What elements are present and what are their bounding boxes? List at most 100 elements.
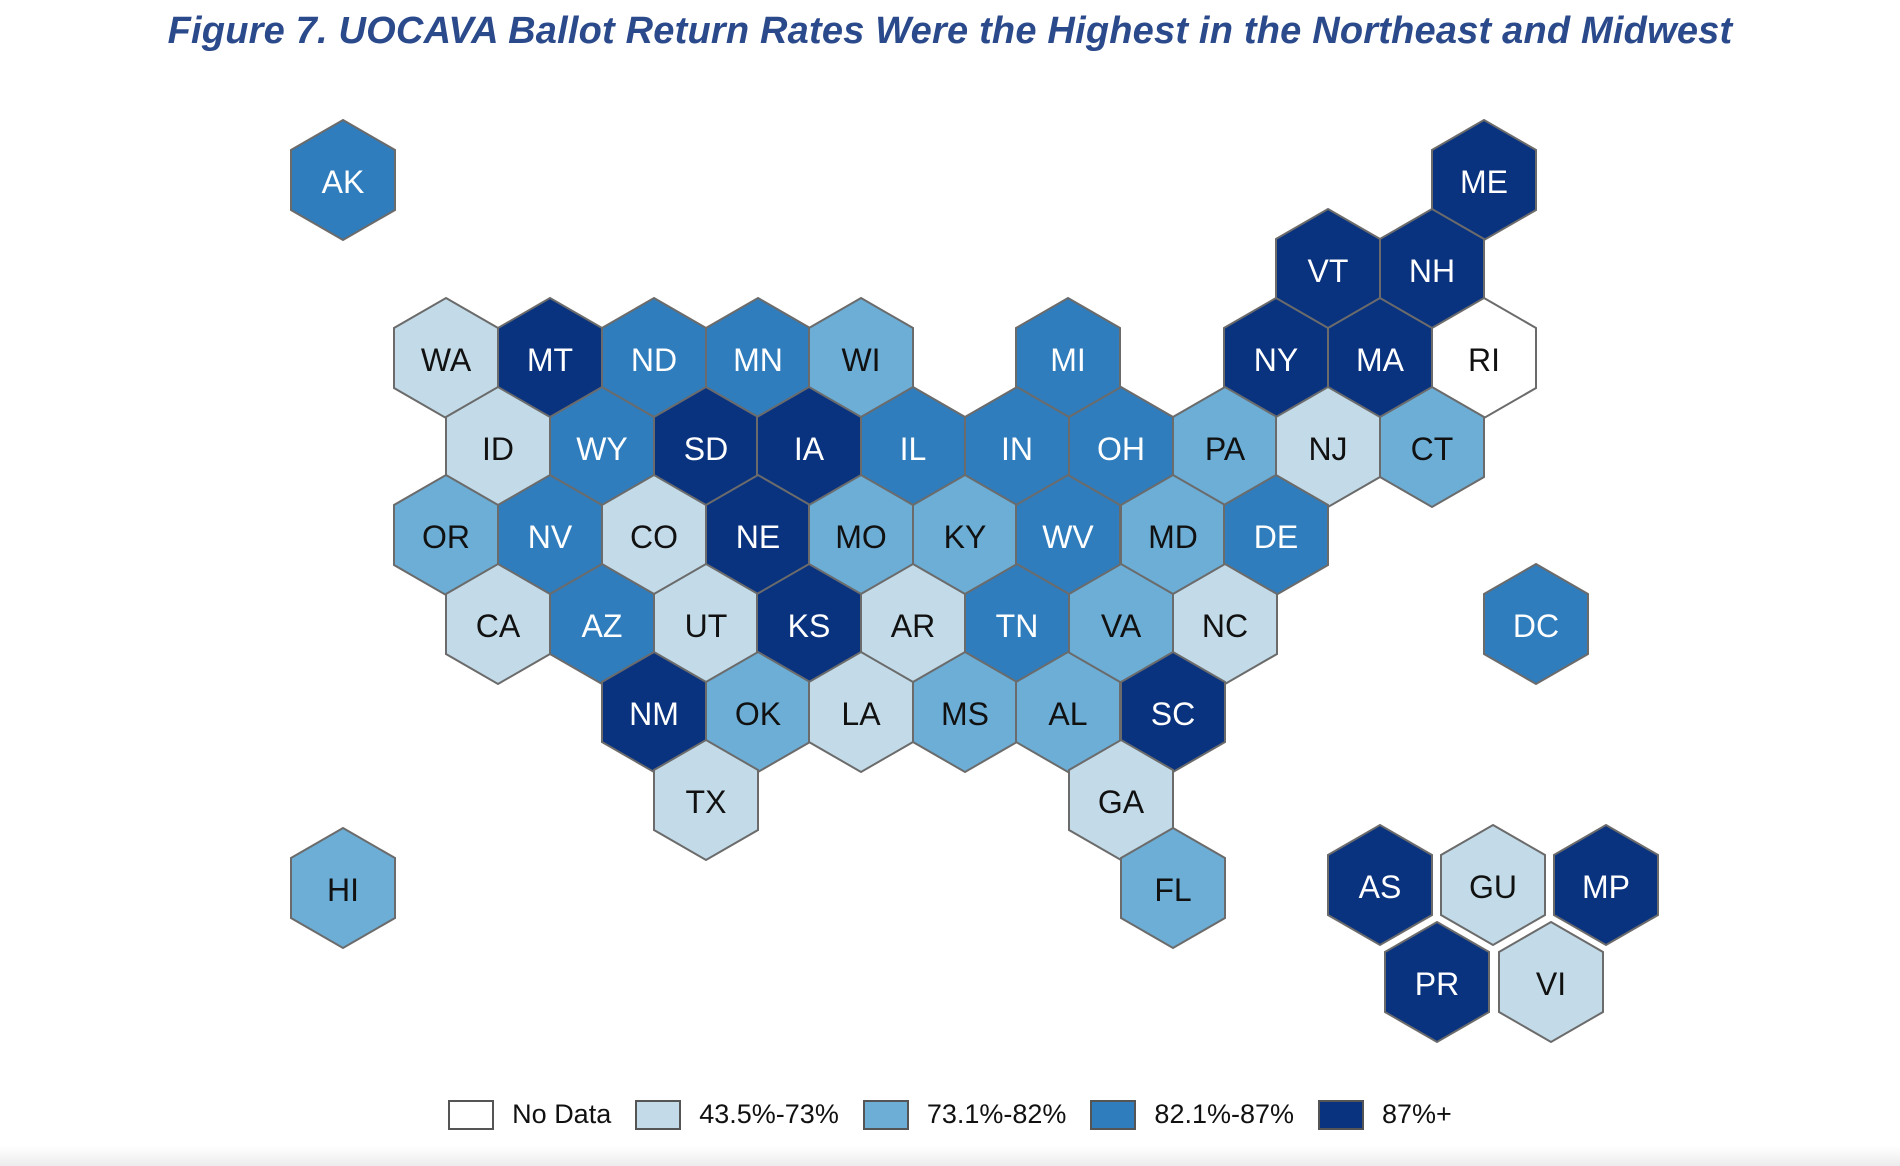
hex-ct: CT — [1379, 385, 1485, 509]
hex-sd: SD — [653, 385, 759, 509]
legend-item-c3: 82.1%-87% — [1090, 1099, 1294, 1130]
hex-label: NE — [736, 519, 780, 555]
hex-label: DC — [1513, 608, 1559, 644]
hex-label: ID — [482, 431, 514, 467]
hex-label: TN — [996, 608, 1039, 644]
hex-pr: PR — [1384, 920, 1490, 1044]
hex-mp: MP — [1553, 823, 1659, 947]
hex-nh: NH — [1379, 207, 1485, 331]
hex-label: TX — [686, 784, 727, 820]
hex-mi: MI — [1015, 296, 1121, 420]
hex-cell — [1498, 920, 1604, 1044]
hex-label: NV — [528, 519, 573, 555]
hex-mo: MO — [808, 473, 914, 597]
hex-ak: AK — [290, 118, 396, 242]
hex-id: ID — [445, 385, 551, 509]
legend-label: 73.1%-82% — [926, 1099, 1067, 1129]
hex-wy: WY — [549, 385, 655, 509]
hex-wv: WV — [1015, 473, 1121, 597]
hex-cell — [1553, 823, 1659, 947]
hex-label: CA — [476, 608, 521, 644]
hex-label: MS — [941, 696, 989, 732]
hex-ny: NY — [1223, 296, 1329, 420]
hex-mn: MN — [705, 296, 811, 420]
hex-label: DE — [1254, 519, 1298, 555]
hex-cell — [653, 738, 759, 862]
hex-dc: DC — [1483, 562, 1589, 686]
hex-cell — [1120, 826, 1226, 950]
hex-label: IA — [794, 431, 825, 467]
legend-swatch — [1318, 1099, 1365, 1130]
hex-label: AR — [891, 608, 935, 644]
legend-label: 43.5%-73% — [699, 1099, 839, 1129]
hex-label: NH — [1409, 253, 1455, 289]
hex-label: NC — [1202, 608, 1248, 644]
legend-label: 87%+ — [1382, 1099, 1452, 1129]
hex-label: PR — [1415, 966, 1459, 1002]
legend: No Data 43.5%-73% 73.1%-82% 82.1%-87% 87%+ — [0, 1099, 1900, 1130]
hex-map: AK ME VT NH WA MT ND MN WI MI NY MA RI ID WY SD IA IL IN OH… — [290, 118, 1659, 1044]
hex-label: MO — [835, 519, 887, 555]
hex-la: LA — [808, 650, 914, 774]
legend-swatch — [1090, 1099, 1137, 1130]
hex-as: AS — [1327, 823, 1433, 947]
hex-label: GU — [1469, 869, 1517, 905]
hex-md: MD — [1120, 473, 1226, 597]
hex-label: KY — [944, 519, 987, 555]
hex-label: VI — [1536, 966, 1566, 1002]
hex-label: MD — [1148, 519, 1198, 555]
hex-label: IL — [900, 431, 927, 467]
hex-ia: IA — [756, 385, 862, 509]
hex-nd: ND — [601, 296, 707, 420]
hex-label: WV — [1042, 519, 1094, 555]
hex-cell — [290, 826, 396, 950]
hex-cell — [1483, 562, 1589, 686]
hex-ca: CA — [445, 562, 551, 686]
hex-label: OR — [422, 519, 470, 555]
hex-ms: MS — [912, 650, 1018, 774]
hex-label: AK — [322, 164, 365, 200]
hex-ut: UT — [653, 562, 759, 686]
hex-vi: VI — [1498, 920, 1604, 1044]
hex-label: MI — [1050, 342, 1086, 378]
hex-label: MT — [527, 342, 573, 378]
hex-cell — [290, 118, 396, 242]
hex-label: SD — [684, 431, 728, 467]
hex-tn: TN — [964, 562, 1070, 686]
hex-label: RI — [1468, 342, 1500, 378]
hex-label: OK — [735, 696, 781, 732]
hex-label: NY — [1254, 342, 1298, 378]
legend-item-nodata: No Data — [448, 1099, 611, 1130]
hex-ok: OK — [705, 650, 811, 774]
hex-fl: FL — [1120, 826, 1226, 950]
hex-cell — [1440, 823, 1546, 947]
hex-label: GA — [1098, 784, 1145, 820]
hex-tx: TX — [653, 738, 759, 862]
hex-label: MP — [1582, 869, 1630, 905]
hex-label: AL — [1048, 696, 1087, 732]
hex-label: UT — [685, 608, 728, 644]
hex-cell — [1379, 385, 1485, 509]
hex-label: WY — [576, 431, 628, 467]
hex-label: CT — [1411, 431, 1454, 467]
hex-label: LA — [841, 696, 881, 732]
hex-label: MA — [1356, 342, 1405, 378]
hex-hi: HI — [290, 826, 396, 950]
hex-label: ME — [1460, 164, 1508, 200]
hex-label: NM — [629, 696, 679, 732]
hex-cell — [1384, 920, 1490, 1044]
hex-ks: KS — [756, 562, 862, 686]
hex-va: VA — [1068, 562, 1174, 686]
legend-swatch — [448, 1099, 495, 1130]
hex-label: FL — [1154, 872, 1191, 908]
hex-label: SC — [1151, 696, 1195, 732]
hex-me: ME — [1431, 118, 1537, 242]
page-bottom-shade — [0, 1146, 1900, 1166]
hex-label: AS — [1359, 869, 1402, 905]
hex-label: WI — [841, 342, 880, 378]
hex-label: MN — [733, 342, 783, 378]
hex-cell — [1327, 823, 1433, 947]
hex-label: CO — [630, 519, 678, 555]
legend-label: 82.1%-87% — [1154, 1099, 1295, 1129]
hex-ga: GA — [1068, 738, 1174, 862]
